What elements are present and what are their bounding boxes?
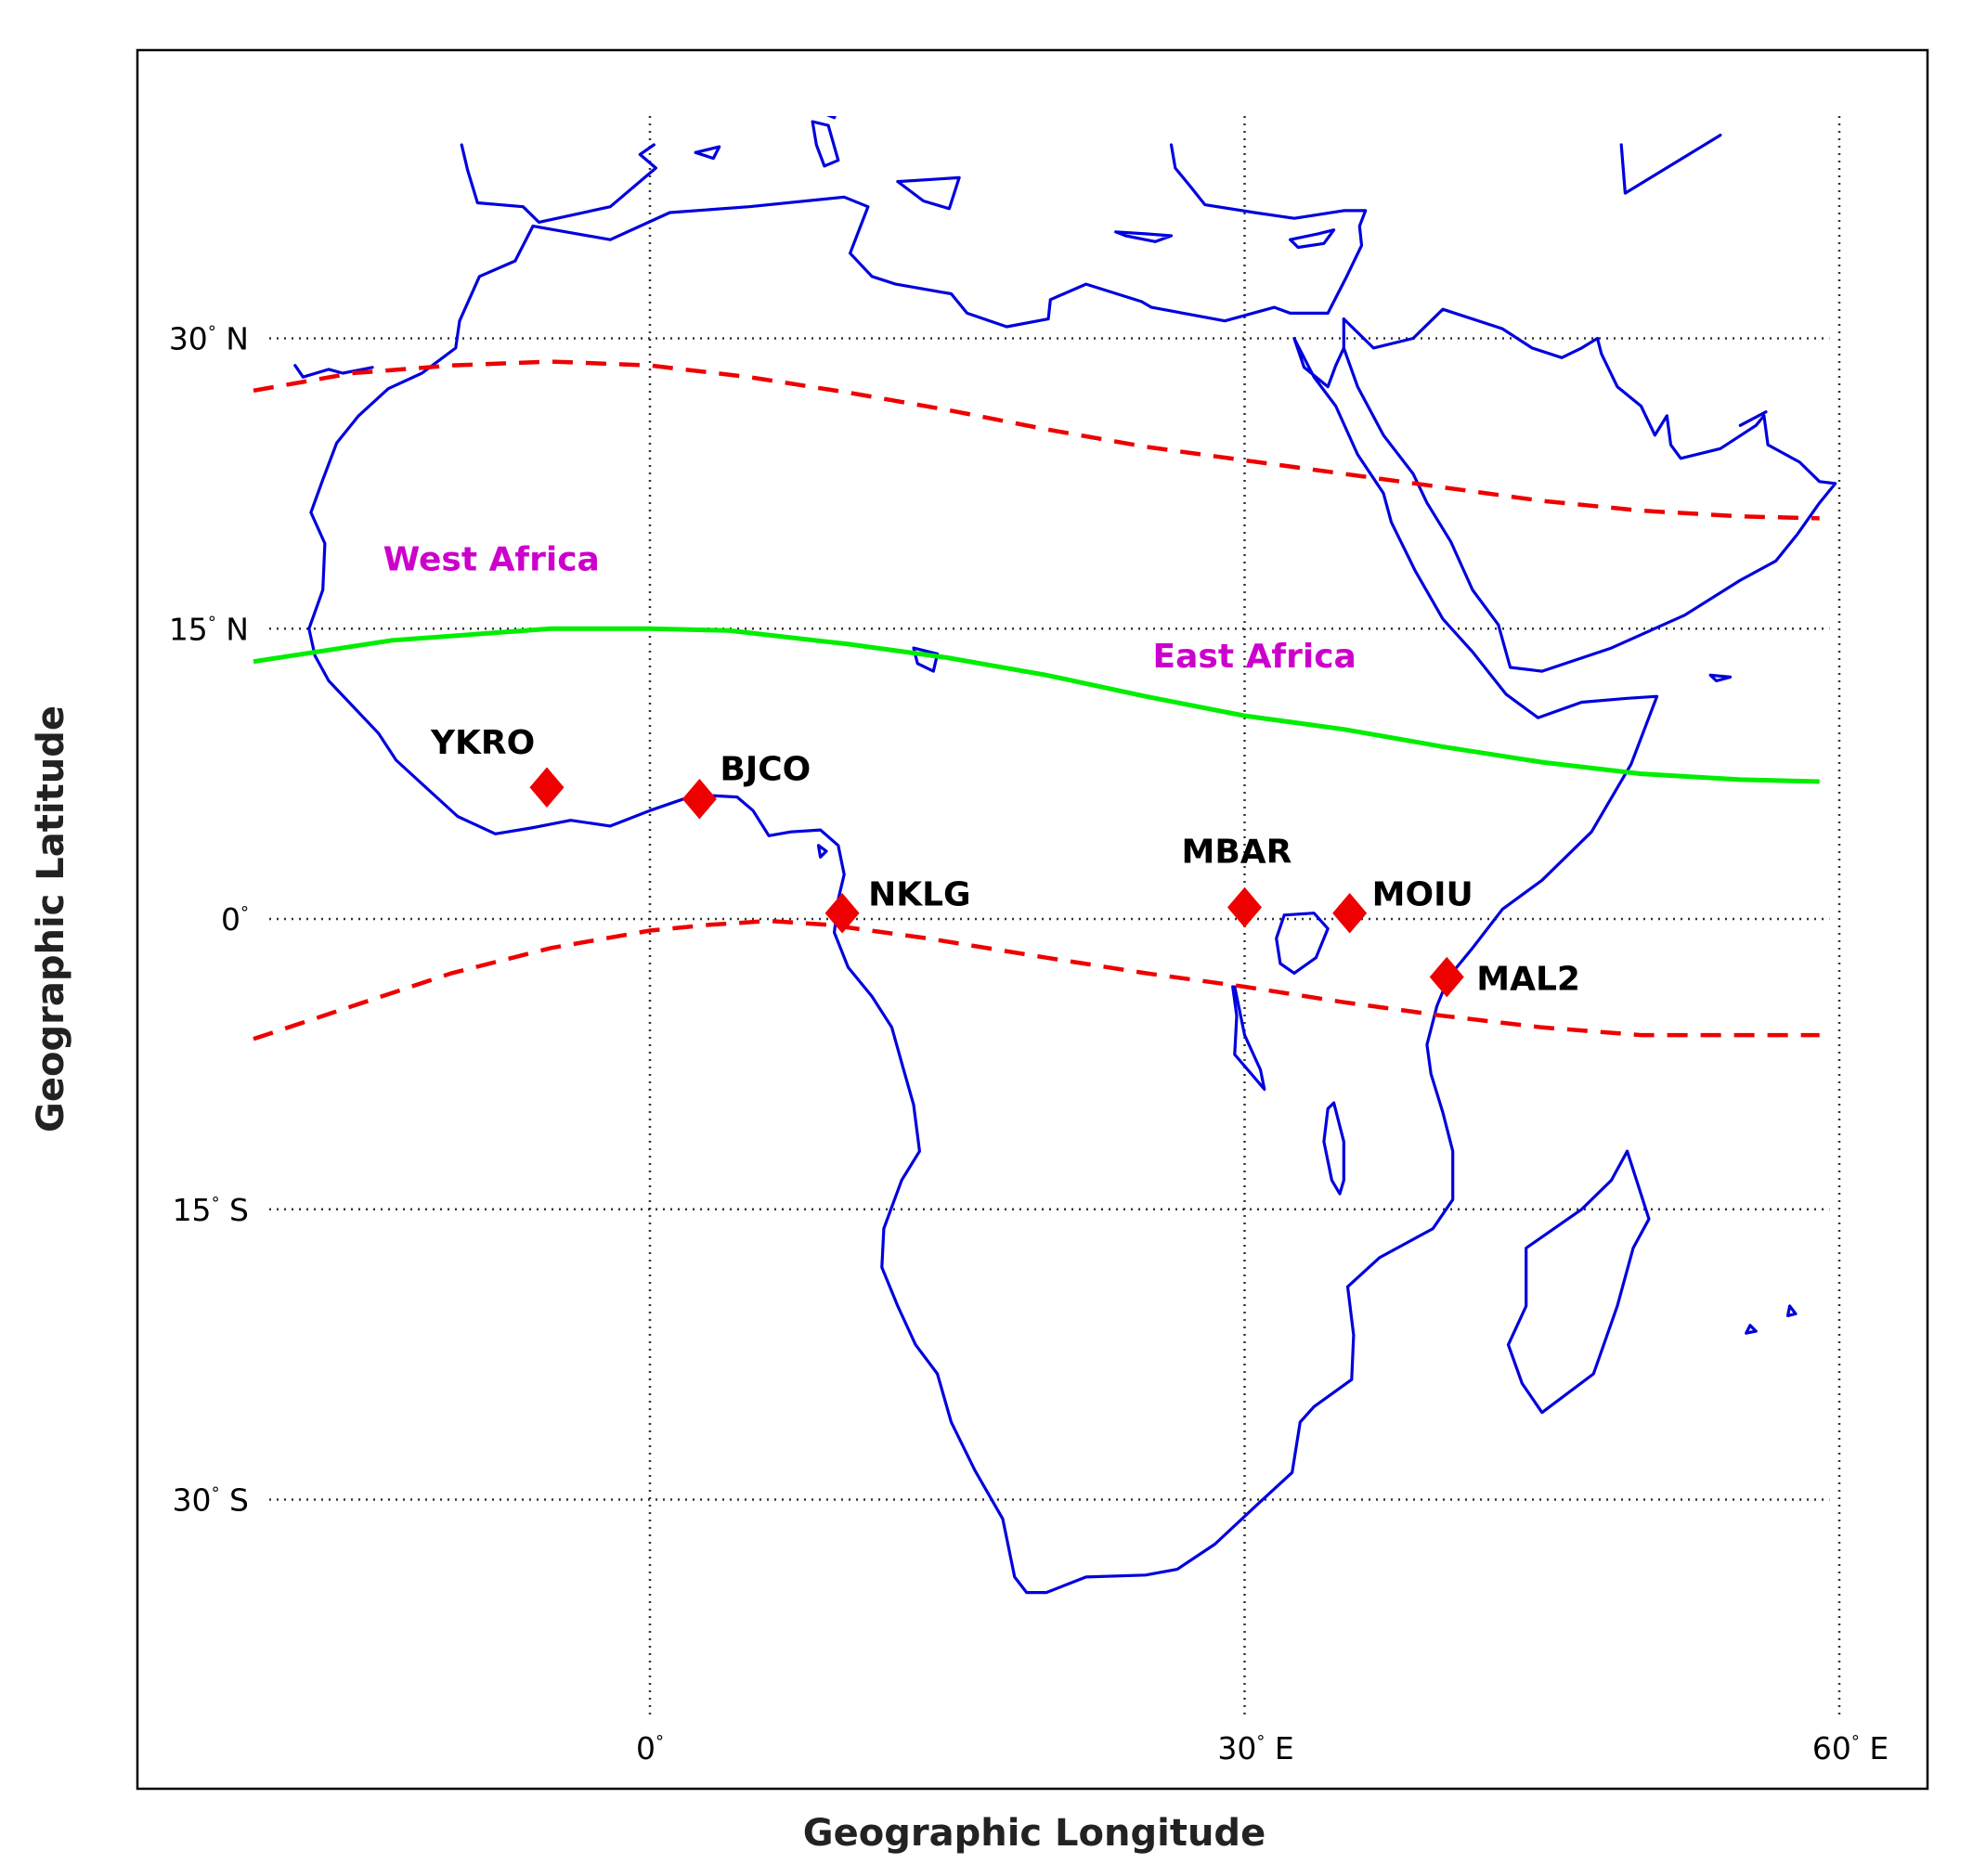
station-marker-mbar (1227, 886, 1263, 928)
coastline-segment-9 (811, 120, 840, 168)
station-label-mbar: MBAR (1182, 833, 1292, 871)
region-label-1: East Africa (1153, 638, 1356, 676)
solid-boundary-line-2 (253, 626, 1820, 784)
coastline-segment-13 (912, 646, 940, 673)
coastlines (293, 116, 1837, 1595)
station-label-ykro: YKRO (430, 724, 535, 762)
lat-tick-label-0: 30° N (169, 321, 249, 357)
coastline-segment-18 (816, 844, 828, 859)
lat-tick-label-1: 15° N (169, 611, 249, 647)
coastline-segment-12 (1289, 228, 1336, 250)
lat-tick-label-3: 15° S (173, 1192, 249, 1228)
boundary-lines (253, 359, 1820, 1042)
stations: YKRO BJCO NKLG MBAR MOIU MAL2 (430, 724, 1580, 998)
coastline-segment-4 (1738, 410, 1768, 427)
coastline-segment-7 (1275, 912, 1330, 975)
coastline-segment-1 (531, 143, 1368, 329)
station-marker-mal2 (1429, 956, 1464, 998)
coastline-segment-19 (1745, 1324, 1758, 1335)
station-marker-moiu (1332, 892, 1368, 934)
coastline-segment-14 (1619, 134, 1722, 195)
coastline-segment-8 (1506, 1149, 1651, 1415)
station-label-moiu: MOIU (1372, 876, 1473, 914)
x-axis-title: Geographic Longitude (803, 1812, 1266, 1855)
coastline-segment-21 (1708, 673, 1733, 683)
coastline-segment-15 (826, 116, 837, 120)
lat-tick-label-2: 0° (221, 901, 249, 938)
station-label-bjco: BJCO (720, 751, 811, 789)
lon-tick-label-0: 0° (636, 1730, 664, 1766)
dashed-boundary-line-1 (253, 918, 1820, 1042)
station-label-mal2: MAL2 (1476, 961, 1580, 999)
coastline-segment-16 (694, 145, 721, 161)
coastline-segment-2 (307, 225, 1837, 1595)
tick-labels: 30° N 15° N 0° 15° S 30° S 0° 30° E 60° E (169, 321, 1889, 1767)
coastline-segment-0 (460, 143, 657, 224)
lon-tick-label-1: 30° E (1217, 1730, 1293, 1766)
station-marker-nklg (824, 892, 860, 934)
region-label-0: West Africa (383, 541, 600, 579)
coastline-segment-10 (896, 175, 961, 211)
station-marker-ykro (529, 767, 565, 808)
coastline-segment-6 (1322, 1101, 1345, 1196)
region-labels: West Africa East Africa (383, 541, 1356, 676)
station-label-nklg: NKLG (868, 876, 971, 914)
coastline-segment-5 (1231, 985, 1266, 1092)
lon-tick-label-2: 60° E (1812, 1730, 1889, 1766)
y-axis-title: Geographic Latitude (30, 705, 72, 1132)
lat-tick-label-4: 30° S (173, 1482, 249, 1519)
station-marker-bjco (681, 778, 717, 820)
coastline-segment-11 (1114, 230, 1174, 243)
coastline-segment-20 (1785, 1304, 1798, 1317)
